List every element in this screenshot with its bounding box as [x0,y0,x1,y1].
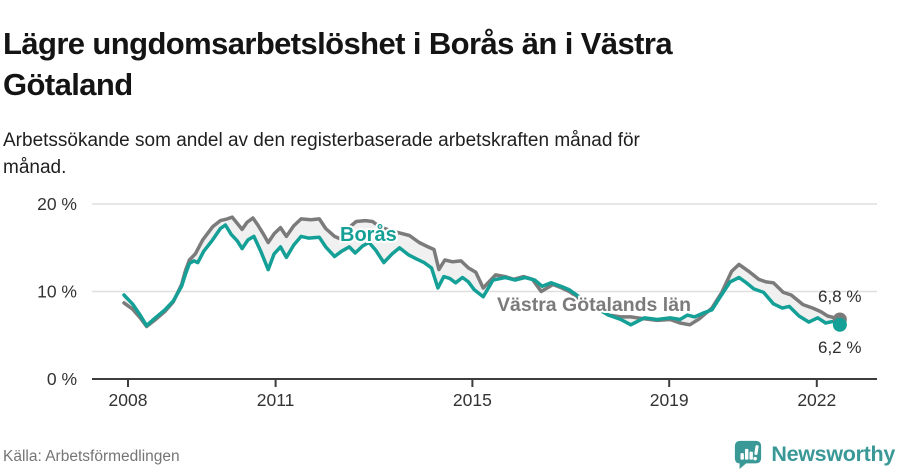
y-tick-label-10: 10 % [37,282,77,302]
newsworthy-logo: Newsworthy [733,439,895,469]
y-tick-label-20: 20 % [37,194,77,214]
bar-chart-speech-bubble-icon [735,440,762,469]
unemployment-line-chart: 2008 2011 2015 2019 2022 0 % 10 % 20 % Borås Väst… [37,194,877,410]
y-tick-label-0: 0 % [47,369,77,389]
boras-end-dot [832,317,847,332]
page-title: Lägre ungdomsarbetslöshet i Borås än i V… [3,23,883,105]
newsworthy-wordmark: Newsworthy [771,441,895,466]
chart-subtitle: Arbetssökande som andel av den registerb… [3,127,863,181]
x-tick-label-2008: 2008 [109,390,148,410]
title-line-2: Götaland [3,66,133,102]
subtitle-line-1: Arbetssökande som andel av den registerb… [3,130,640,151]
vastra-gotaland-end-value: 6,8 % [818,287,861,306]
subtitle-line-2: månad. [3,157,67,178]
boras-end-value: 6,2 % [818,338,861,357]
x-tick-label-2019: 2019 [650,390,689,410]
x-tick-label-2011: 2011 [257,390,295,410]
x-tick-label-2015: 2015 [453,390,492,410]
boras-series-label: Borås [340,223,397,246]
source-note: Källa: Arbetsförmedlingen [3,448,180,465]
boras-line [122,223,842,328]
x-tick-label-2022: 2022 [797,390,836,410]
title-line-1: Lägre ungdomsarbetslöshet i Borås än i V… [3,25,673,61]
vastra-gotaland-series-label: Västra Götalands län [497,294,691,316]
